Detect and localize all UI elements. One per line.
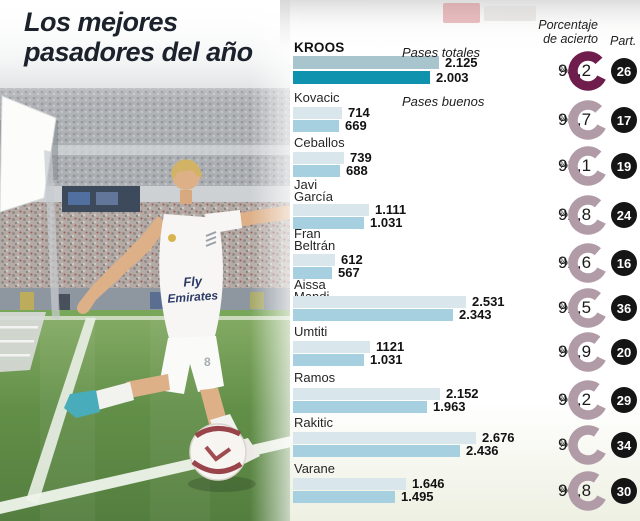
bar-value-pases-buenos: 1.963 <box>433 399 466 414</box>
svg-text:Fly: Fly <box>183 273 204 289</box>
bar-pases-totales <box>293 152 344 164</box>
participation-badge: 30 <box>611 478 637 504</box>
scoreboard-gray-glow <box>484 6 536 21</box>
bar-value-pases-buenos: 1.031 <box>370 352 403 367</box>
accuracy-ring-icon <box>566 49 610 93</box>
bar-pases-buenos <box>293 71 430 84</box>
bar-pases-buenos <box>293 267 332 279</box>
bar-pases-buenos <box>293 491 395 503</box>
participation-badge: 29 <box>611 387 637 413</box>
bar-pases-totales <box>293 341 370 353</box>
bar-pases-buenos <box>293 309 453 321</box>
legend-pases-totales: Pases totales <box>402 45 481 60</box>
bar-pases-buenos <box>293 401 427 413</box>
bar-value-pases-totales: 612 <box>341 252 363 267</box>
accuracy-ring-icon <box>566 286 610 330</box>
accuracy-ring-icon <box>566 241 610 285</box>
bar-pases-buenos <box>293 217 364 229</box>
bar-pases-buenos <box>293 120 339 132</box>
bar-value-pases-totales: 1.646 <box>412 476 445 491</box>
accuracy-ring-icon <box>566 144 610 188</box>
bar-value-pases-buenos: 1.495 <box>401 489 434 504</box>
legend-pases-buenos: Pases buenos <box>402 94 485 109</box>
bar-pases-totales <box>293 432 476 444</box>
bar-pases-totales <box>293 478 406 490</box>
participation-badge: 24 <box>611 202 637 228</box>
title-line-1: Los mejores <box>24 7 178 37</box>
svg-text:8: 8 <box>204 355 211 369</box>
bar-value-pases-totales: 1121 <box>376 339 405 354</box>
bar-pases-totales <box>293 388 440 400</box>
accuracy-ring-icon <box>566 469 610 513</box>
bar-pases-totales <box>293 296 466 308</box>
bar-value-pases-totales: 1.111 <box>375 202 407 217</box>
bar-pases-buenos <box>293 354 364 366</box>
accuracy-ring-icon <box>566 330 610 374</box>
column-header-participation: Part. <box>610 34 637 48</box>
bar-value-pases-buenos: 1.031 <box>370 215 403 230</box>
bar-value-pases-totales: 2.152 <box>446 386 479 401</box>
participation-badge: 20 <box>611 339 637 365</box>
participation-badge: 19 <box>611 153 637 179</box>
bar-value-pases-buenos: 2.343 <box>459 307 492 322</box>
title-line-2: pasadores del año <box>24 37 253 67</box>
bar-pases-totales <box>293 254 335 266</box>
bar-value-pases-totales: 2.676 <box>482 430 515 445</box>
corner-goal-line <box>26 318 96 504</box>
bar-pases-totales <box>293 107 342 119</box>
bar-value-pases-totales: 714 <box>348 105 370 120</box>
bar-pases-totales <box>293 204 369 216</box>
pass-chart: KROOS 2.125 2.003 94,2% 26 Kovacic 714 669 93,7%… <box>293 0 640 521</box>
page-title: Los mejores pasadores del año <box>24 7 253 67</box>
participation-badge: 26 <box>611 58 637 84</box>
column-header-accuracy: Porcentaje de acierto <box>538 18 598 46</box>
svg-text:Emirates: Emirates <box>167 288 219 306</box>
bar-value-pases-totales: 739 <box>350 150 372 165</box>
bar-value-pases-buenos: 2.003 <box>436 70 469 85</box>
bar-value-pases-buenos: 567 <box>338 265 360 280</box>
accuracy-ring-icon <box>566 423 610 467</box>
accuracy-ring-icon <box>566 378 610 422</box>
bar-pases-totales <box>293 56 439 69</box>
participation-badge: 36 <box>611 295 637 321</box>
participation-badge: 34 <box>611 432 637 458</box>
bar-value-pases-buenos: 2.436 <box>466 443 499 458</box>
bar-value-pases-buenos: 669 <box>345 118 367 133</box>
bar-value-pases-totales: 2.125 <box>445 55 478 70</box>
corner-flag <box>0 95 60 320</box>
ball <box>188 423 256 492</box>
scoreboard-red-glow <box>443 3 480 23</box>
bar-value-pases-buenos: 688 <box>346 163 368 178</box>
participation-badge: 16 <box>611 250 637 276</box>
stadium-photo: Fly Emirates 8 <box>0 0 300 521</box>
participation-badge: 17 <box>611 107 637 133</box>
bar-pases-buenos <box>293 165 340 177</box>
accuracy-ring-icon <box>566 98 610 142</box>
bar-pases-buenos <box>293 445 460 457</box>
accuracy-ring-icon <box>566 193 610 237</box>
bar-value-pases-totales: 2.531 <box>472 294 505 309</box>
